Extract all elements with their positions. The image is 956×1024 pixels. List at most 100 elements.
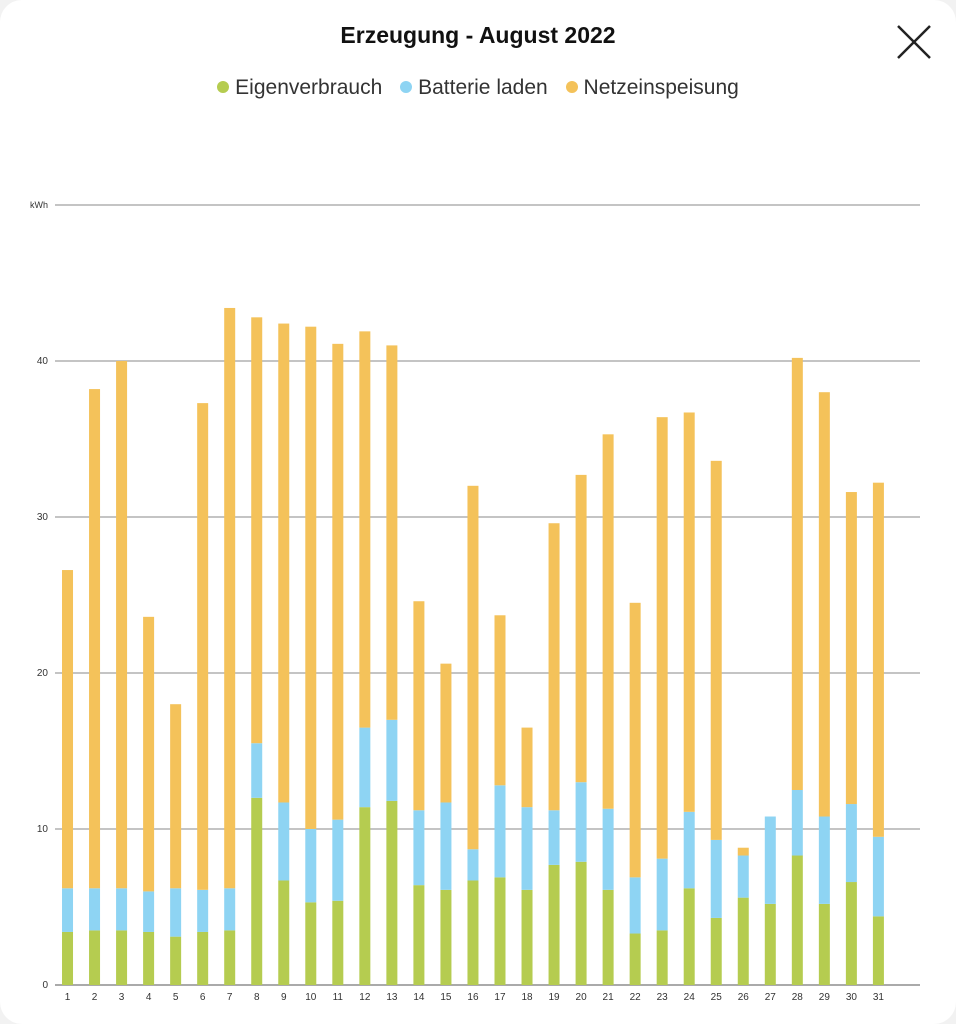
bar-segment-day-29-series-2[interactable]: [818, 392, 830, 817]
bar-segment-day-25-series-0[interactable]: [710, 917, 722, 985]
bar-segment-day-6-series-2[interactable]: [197, 403, 209, 890]
bar-segment-day-14-series-0[interactable]: [413, 885, 425, 985]
bar-segment-day-6-series-0[interactable]: [197, 931, 209, 985]
bar-segment-day-13-series-1[interactable]: [386, 719, 398, 801]
bar-segment-day-10-series-0[interactable]: [305, 902, 317, 985]
bar-segment-day-2-series-2[interactable]: [89, 389, 101, 889]
bar-segment-day-12-series-2[interactable]: [359, 331, 371, 728]
bar-segment-day-27-series-0[interactable]: [764, 903, 776, 985]
bar-segment-day-5-series-2[interactable]: [170, 704, 182, 889]
bar-segment-day-14-series-1[interactable]: [413, 810, 425, 886]
bar-segment-day-3-series-2[interactable]: [116, 361, 128, 889]
bar-segment-day-23-series-0[interactable]: [656, 930, 668, 985]
bar-segment-day-26-series-0[interactable]: [737, 897, 749, 985]
bar-segment-day-16-series-2[interactable]: [467, 485, 479, 850]
bar-segment-day-16-series-1[interactable]: [467, 849, 479, 881]
bar-segment-day-23-series-2[interactable]: [656, 417, 668, 859]
bar-segment-day-28-series-1[interactable]: [791, 790, 803, 856]
x-tick-label: 4: [146, 992, 152, 1003]
bar-segment-day-13-series-0[interactable]: [386, 800, 398, 985]
legend-item-netz[interactable]: Netzeinspeisung: [565, 76, 739, 100]
bar-segment-day-10-series-2[interactable]: [305, 326, 317, 829]
bar-segment-day-23-series-1[interactable]: [656, 858, 668, 931]
bar-segment-day-4-series-2[interactable]: [143, 616, 155, 892]
bar-segment-day-19-series-2[interactable]: [548, 523, 560, 811]
bar-segment-day-10-series-1[interactable]: [305, 829, 317, 903]
bar-segment-day-24-series-1[interactable]: [683, 811, 695, 889]
bar-segment-day-3-series-0[interactable]: [116, 930, 128, 985]
legend-item-eigenverbrauch[interactable]: Eigenverbrauch: [217, 76, 382, 100]
bar-segment-day-11-series-0[interactable]: [332, 900, 344, 985]
bar-segment-day-4-series-0[interactable]: [143, 931, 155, 985]
bar-segment-day-17-series-2[interactable]: [494, 615, 506, 786]
y-tick-label: 10: [37, 824, 49, 835]
bar-segment-day-22-series-1[interactable]: [629, 877, 641, 934]
bar-segment-day-20-series-2[interactable]: [575, 474, 587, 783]
bar-segment-day-27-series-1[interactable]: [764, 816, 776, 904]
bar-segment-day-5-series-0[interactable]: [170, 936, 182, 985]
bar-segment-day-18-series-2[interactable]: [521, 727, 533, 808]
bar-segment-day-16-series-0[interactable]: [467, 880, 479, 985]
bar-segment-day-29-series-0[interactable]: [818, 903, 830, 985]
bar-segment-day-15-series-1[interactable]: [440, 802, 452, 890]
legend-item-batterie[interactable]: Batterie laden: [400, 76, 548, 100]
bar-segment-day-5-series-1[interactable]: [170, 888, 182, 937]
bar-segment-day-28-series-0[interactable]: [791, 855, 803, 985]
bar-segment-day-26-series-2[interactable]: [737, 847, 749, 856]
bar-segment-day-25-series-2[interactable]: [710, 460, 722, 840]
bar-segment-day-4-series-1[interactable]: [143, 891, 155, 932]
bar-segment-day-24-series-2[interactable]: [683, 412, 695, 812]
bar-segment-day-22-series-0[interactable]: [629, 933, 641, 985]
bar-segment-day-9-series-0[interactable]: [278, 880, 290, 985]
bar-segment-day-19-series-0[interactable]: [548, 864, 560, 985]
bar-segment-day-19-series-1[interactable]: [548, 810, 560, 865]
bar-segment-day-31-series-1[interactable]: [872, 836, 884, 917]
bar-segment-day-22-series-2[interactable]: [629, 602, 641, 878]
bar-segment-day-3-series-1[interactable]: [116, 888, 128, 931]
bar-segment-day-20-series-1[interactable]: [575, 782, 587, 862]
bar-segment-day-11-series-2[interactable]: [332, 343, 344, 820]
bar-segment-day-2-series-0[interactable]: [89, 930, 101, 985]
bar-segment-day-6-series-1[interactable]: [197, 889, 209, 932]
bar-segment-day-21-series-1[interactable]: [602, 808, 614, 890]
bar-segment-day-15-series-0[interactable]: [440, 889, 452, 985]
bar-segment-day-20-series-0[interactable]: [575, 861, 587, 985]
bar-segment-day-17-series-0[interactable]: [494, 877, 506, 985]
bar-segment-day-8-series-1[interactable]: [251, 743, 263, 798]
bar-segment-day-24-series-0[interactable]: [683, 888, 695, 985]
bar-segment-day-2-series-1[interactable]: [89, 888, 101, 931]
bar-segment-day-25-series-1[interactable]: [710, 839, 722, 918]
bar-segment-day-13-series-2[interactable]: [386, 345, 398, 720]
bar-segment-day-7-series-2[interactable]: [224, 307, 236, 889]
bar-segment-day-21-series-2[interactable]: [602, 434, 614, 809]
bar-segment-day-31-series-2[interactable]: [872, 482, 884, 837]
bar-segment-day-12-series-1[interactable]: [359, 727, 371, 808]
bar-segment-day-30-series-1[interactable]: [845, 804, 857, 883]
bar-segment-day-30-series-2[interactable]: [845, 492, 857, 805]
bar-segment-day-7-series-0[interactable]: [224, 930, 236, 985]
bar-segment-day-28-series-2[interactable]: [791, 357, 803, 790]
legend-label-batterie: Batterie laden: [418, 76, 548, 99]
bar-segment-day-9-series-2[interactable]: [278, 323, 290, 803]
bar-segment-day-7-series-1[interactable]: [224, 888, 236, 931]
bar-segment-day-18-series-0[interactable]: [521, 889, 533, 985]
bar-segment-day-1-series-1[interactable]: [62, 888, 74, 932]
bar-segment-day-1-series-0[interactable]: [62, 931, 74, 985]
bar-segment-day-1-series-2[interactable]: [62, 570, 74, 889]
bar-segment-day-31-series-0[interactable]: [872, 916, 884, 985]
bar-segment-day-8-series-2[interactable]: [251, 317, 263, 744]
close-button[interactable]: [892, 20, 936, 64]
bar-segment-day-29-series-1[interactable]: [818, 816, 830, 904]
bar-segment-day-8-series-0[interactable]: [251, 797, 263, 985]
bar-segment-day-21-series-0[interactable]: [602, 889, 614, 985]
x-tick-label: 16: [467, 992, 479, 1003]
bar-segment-day-15-series-2[interactable]: [440, 663, 452, 803]
bar-segment-day-11-series-1[interactable]: [332, 819, 344, 901]
bar-segment-day-26-series-1[interactable]: [737, 855, 749, 898]
bar-segment-day-18-series-1[interactable]: [521, 807, 533, 890]
bar-segment-day-9-series-1[interactable]: [278, 802, 290, 881]
bar-segment-day-12-series-0[interactable]: [359, 807, 371, 985]
bar-segment-day-17-series-1[interactable]: [494, 785, 506, 878]
bar-segment-day-14-series-2[interactable]: [413, 601, 425, 811]
bar-segment-day-30-series-0[interactable]: [845, 882, 857, 985]
